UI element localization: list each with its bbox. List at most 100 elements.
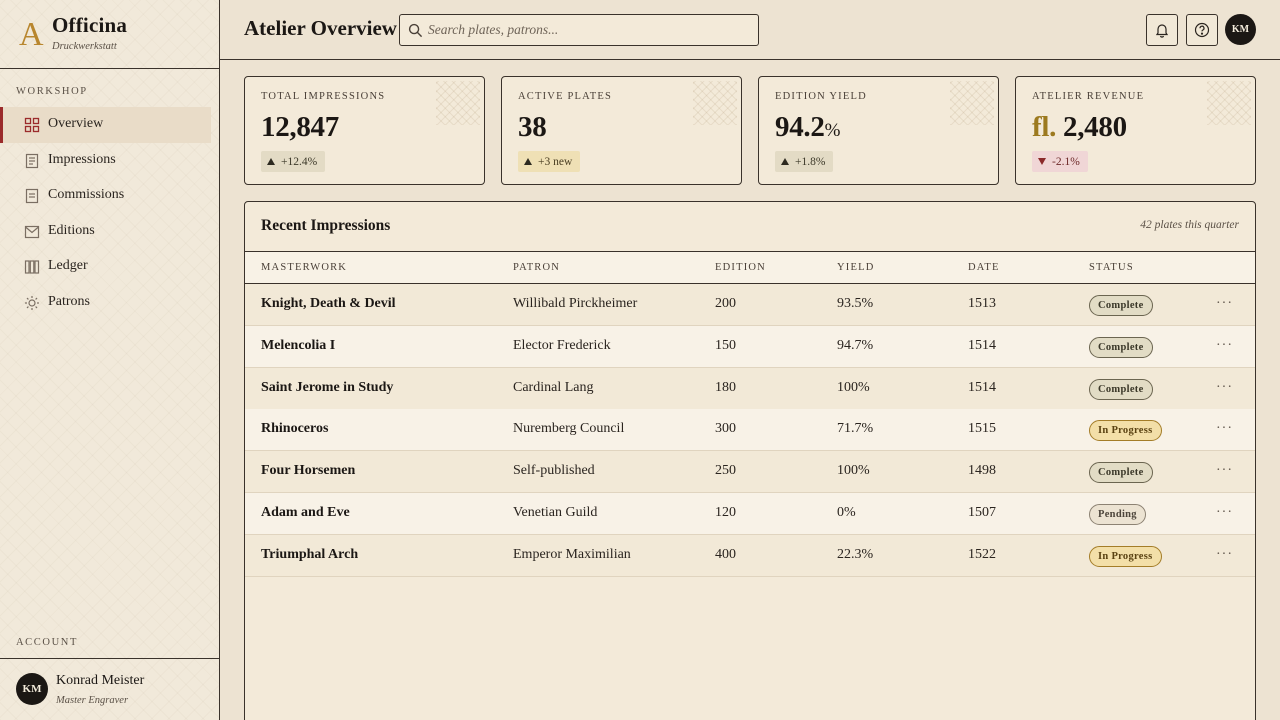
column-header-yield[interactable]: YIELD bbox=[837, 262, 875, 273]
sidebar-item-label: Editions bbox=[48, 222, 95, 238]
status-badge: In Progress bbox=[1089, 420, 1162, 442]
more-actions-icon[interactable]: ··· bbox=[1216, 337, 1233, 353]
arrow-up-icon bbox=[781, 158, 789, 165]
brand-logo: A bbox=[19, 16, 44, 53]
stat-delta: +12.4% bbox=[261, 151, 326, 172]
cell-edition: 180 bbox=[715, 379, 736, 395]
column-header-date[interactable]: DATE bbox=[968, 262, 1000, 273]
cell-masterwork: Saint Jerome in Study bbox=[261, 379, 394, 395]
cell-masterwork: Rhinoceros bbox=[261, 421, 329, 437]
brand-subtitle: Druckwerkstatt bbox=[52, 41, 117, 52]
stat-label: ATELIER REVENUE bbox=[1032, 91, 1145, 102]
user-role: Master Engraver bbox=[56, 695, 129, 706]
stat-delta: +1.8% bbox=[775, 151, 834, 172]
table-row[interactable]: Rhinoceros Nuremberg Council 300 71.7% 1515 I… bbox=[245, 409, 1255, 452]
column-header-status[interactable]: STATUS bbox=[1089, 262, 1134, 273]
file-icon bbox=[25, 189, 39, 204]
table-header: MASTERWORK PATRON EDITION YIELD DATE STA… bbox=[245, 251, 1255, 284]
stat-card-total-impressions: TOTAL IMPRESSIONS 12,847 +12.4% bbox=[244, 76, 485, 185]
table-row[interactable]: Saint Jerome in Study Cardinal Lang 180 100… bbox=[245, 367, 1255, 410]
brand-name: Officina bbox=[52, 13, 128, 37]
cell-date: 1514 bbox=[968, 379, 996, 395]
table-row[interactable]: Triumphal Arch Emperor Maximilian 400 22.3%… bbox=[245, 534, 1255, 577]
sidebar-item-label: Ledger bbox=[48, 258, 88, 274]
columns-icon bbox=[24, 260, 40, 274]
search-input[interactable] bbox=[428, 15, 748, 45]
column-header-masterwork[interactable]: MASTERWORK bbox=[261, 262, 348, 273]
cell-patron: Willibald Pirckheimer bbox=[513, 296, 638, 311]
cell-edition: 200 bbox=[715, 296, 736, 311]
sidebar-item-commissions[interactable]: Commissions bbox=[0, 178, 211, 214]
more-actions-icon[interactable]: ··· bbox=[1216, 505, 1233, 520]
arrow-down-icon bbox=[1038, 158, 1046, 165]
stat-unit: % bbox=[824, 120, 841, 141]
help-button[interactable] bbox=[1186, 14, 1218, 46]
more-actions-icon[interactable]: ··· bbox=[1216, 463, 1233, 479]
avatar[interactable]: KM bbox=[1225, 14, 1256, 45]
more-actions-icon[interactable]: ··· bbox=[1216, 379, 1233, 395]
sidebar-item-ledger[interactable]: Ledger bbox=[0, 249, 211, 285]
recent-impressions-panel: Recent Impressions 42 plates this quarte… bbox=[244, 201, 1256, 720]
stat-value: 94.2% bbox=[775, 111, 840, 144]
cell-edition: 400 bbox=[715, 546, 736, 562]
cell-patron: Cardinal Lang bbox=[513, 379, 594, 395]
table-row[interactable]: Four Horsemen Self-published 250 100% 1498 Co… bbox=[245, 451, 1255, 494]
cell-yield: 100% bbox=[837, 463, 870, 479]
stat-number: 94.2 bbox=[775, 111, 825, 143]
column-header-edition[interactable]: EDITION bbox=[715, 262, 766, 273]
delta-text: +12.4% bbox=[281, 155, 318, 168]
stat-label: TOTAL IMPRESSIONS bbox=[261, 91, 386, 102]
cell-masterwork: Triumphal Arch bbox=[261, 546, 359, 562]
stat-delta: -2.1% bbox=[1032, 151, 1088, 172]
status-badge: Complete bbox=[1089, 462, 1153, 484]
cell-date: 1513 bbox=[968, 296, 996, 311]
card-pattern bbox=[436, 81, 480, 125]
more-actions-icon[interactable]: ··· bbox=[1216, 296, 1233, 311]
sidebar-item-label: Impressions bbox=[48, 151, 116, 167]
delta-text: +1.8% bbox=[795, 155, 826, 168]
stat-value: 38 bbox=[518, 111, 547, 144]
sidebar-item-overview[interactable]: Overview bbox=[0, 107, 211, 143]
status-badge: Complete bbox=[1089, 295, 1153, 316]
cell-edition: 120 bbox=[715, 505, 736, 520]
status-badge: Complete bbox=[1089, 378, 1153, 400]
stat-card-active-plates: ACTIVE PLATES 38 +3 new bbox=[501, 76, 742, 185]
cell-yield: 94.7% bbox=[837, 337, 874, 353]
table-row[interactable]: Melencolia I Elector Frederick 150 94.7% 151… bbox=[245, 325, 1255, 368]
status-badge: Complete bbox=[1089, 336, 1153, 358]
cell-patron: Venetian Guild bbox=[513, 505, 598, 520]
column-header-patron[interactable]: PATRON bbox=[513, 262, 561, 273]
sidebar-item-label: Overview bbox=[48, 116, 104, 131]
sidebar-item-editions[interactable]: Editions bbox=[0, 214, 211, 250]
stat-card-atelier-revenue: ATELIER REVENUE fl. 2,480 -2.1% bbox=[1015, 76, 1256, 185]
stat-delta: +3 new bbox=[518, 151, 581, 172]
cell-patron: Self-published bbox=[513, 463, 595, 479]
table-row[interactable]: Knight, Death & Devil Willibald Pirckheim… bbox=[245, 284, 1255, 326]
cell-yield: 100% bbox=[837, 379, 870, 395]
sidebar-item-patrons[interactable]: Patrons bbox=[0, 285, 211, 321]
search-box[interactable] bbox=[399, 14, 759, 46]
delta-text: +3 new bbox=[538, 155, 573, 168]
cell-yield: 22.3% bbox=[837, 546, 874, 562]
brand: A Officina Druckwerkstatt bbox=[0, 0, 219, 69]
stat-number: 2,480 bbox=[1063, 111, 1127, 143]
panel-meta: 42 plates this quarter bbox=[1140, 219, 1239, 231]
workshop-section-label: WORKSHOP bbox=[16, 86, 88, 97]
cell-patron: Emperor Maximilian bbox=[513, 546, 631, 562]
table-row[interactable]: Adam and Eve Venetian Guild 120 0% 1507 Pendi… bbox=[245, 493, 1255, 535]
sidebar-item-impressions[interactable]: Impressions bbox=[0, 143, 211, 179]
account-section-label: ACCOUNT bbox=[16, 637, 78, 648]
notifications-button[interactable] bbox=[1146, 14, 1178, 46]
avatar[interactable]: KM bbox=[16, 673, 48, 705]
stat-value: 12,847 bbox=[261, 111, 339, 144]
cell-date: 1522 bbox=[968, 546, 996, 562]
search-icon bbox=[408, 23, 423, 38]
divider bbox=[0, 658, 219, 659]
cell-yield: 71.7% bbox=[837, 421, 874, 437]
stat-number: 12,847 bbox=[261, 111, 339, 143]
more-actions-icon[interactable]: ··· bbox=[1216, 421, 1233, 437]
bell-icon bbox=[1155, 24, 1169, 38]
status-badge: Pending bbox=[1089, 504, 1146, 525]
more-actions-icon[interactable]: ··· bbox=[1216, 546, 1233, 562]
card-pattern bbox=[1207, 81, 1251, 125]
